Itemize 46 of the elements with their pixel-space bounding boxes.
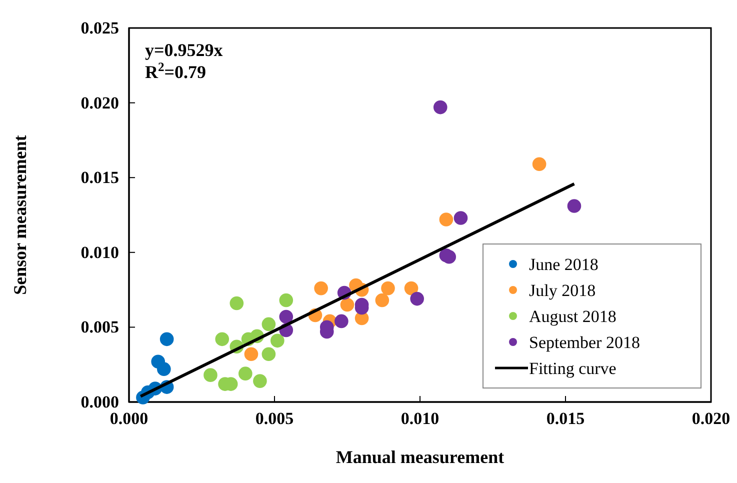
point: [340, 298, 354, 312]
point: [381, 281, 395, 296]
point: [404, 281, 418, 296]
point: [215, 332, 230, 346]
point: [270, 334, 284, 348]
point: [442, 250, 456, 264]
y-tick-label: 0.010: [80, 242, 119, 262]
point: [157, 362, 171, 376]
point: [244, 347, 258, 362]
y-tick-label: 0.025: [80, 18, 119, 38]
point: [262, 347, 276, 362]
y-tick-label: 0.000: [80, 392, 119, 412]
x-tick-label: 0.010: [400, 409, 440, 428]
x-tick-label: 0.020: [692, 409, 730, 428]
y-tick-label: 0.005: [80, 318, 119, 337]
y-axis-title: Sensor measurement: [10, 135, 30, 295]
point: [433, 100, 448, 114]
point: [454, 211, 468, 225]
y-tick-label: 0.015: [80, 168, 119, 188]
point: [410, 292, 424, 306]
point: [253, 374, 267, 388]
x-axis-title: Manual measurement: [336, 447, 504, 467]
point: [532, 157, 546, 172]
point: [204, 368, 218, 382]
legend-label: Fitting curve: [529, 359, 616, 378]
point: [262, 317, 276, 332]
point: [279, 310, 294, 324]
point: [279, 293, 294, 308]
point: [238, 366, 252, 380]
point: [160, 332, 174, 346]
y-tick-label: 0.020: [80, 93, 119, 112]
point: [314, 281, 328, 296]
point: [567, 199, 582, 213]
annotation: R$^{2}$=0.79: [145, 60, 206, 82]
point: [230, 296, 244, 310]
legend-label: July 2018: [529, 281, 596, 300]
point: [439, 212, 454, 226]
x-tick-label: 0.000: [110, 409, 148, 428]
point: [334, 314, 348, 328]
x-tick-label: 0.015: [546, 409, 585, 428]
x-tick-label: 0.005: [255, 409, 294, 428]
legend-label: June 2018: [529, 255, 598, 274]
legend-label: September 2018: [529, 333, 640, 352]
annotation: y=0.9529x: [145, 40, 223, 60]
legend-label: August 2018: [529, 307, 616, 326]
point: [375, 293, 390, 308]
